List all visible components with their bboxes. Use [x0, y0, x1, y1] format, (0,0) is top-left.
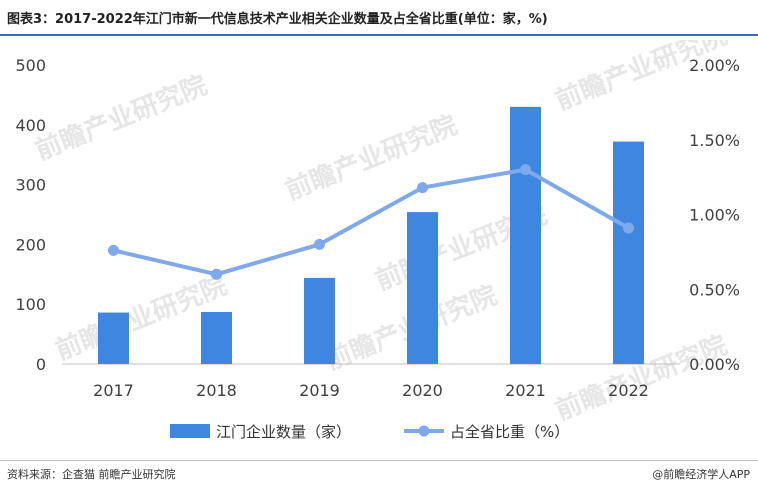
- line-point: [417, 182, 428, 194]
- watermark-text: 前瞻产业研究院: [551, 40, 731, 116]
- left-axis-tick-label: 400: [15, 116, 46, 135]
- x-axis: 2017 2018 2019 2020 2021 2022: [93, 381, 649, 400]
- legend-bar-swatch: [170, 424, 210, 438]
- watermark-text: 前瞻产业研究院: [31, 70, 211, 167]
- x-axis-tick-label: 2021: [505, 381, 546, 400]
- right-axis-tick-label: 2.00%: [689, 56, 740, 75]
- chart-title: 图表3：2017-2022年江门市新一代信息技术产业相关企业数量及占全省比重(单…: [7, 12, 548, 27]
- bar: [407, 212, 438, 364]
- line-point: [520, 164, 531, 176]
- line-series: [108, 164, 634, 280]
- left-axis-tick-label: 200: [15, 235, 46, 254]
- legend: 江门企业数量（家） 占全省比重（%）: [170, 423, 569, 441]
- legend-bar-label: 江门企业数量（家）: [216, 423, 351, 441]
- bar: [304, 277, 335, 364]
- left-axis-tick-label: 100: [15, 295, 46, 314]
- bar: [98, 312, 129, 364]
- bar: [201, 311, 232, 364]
- bar-series: [98, 106, 644, 365]
- title-divider: [0, 34, 758, 36]
- right-axis-tick-label: 1.00%: [689, 206, 740, 225]
- x-axis-tick-label: 2017: [93, 381, 134, 400]
- bar: [510, 106, 541, 365]
- source-note: 资料来源：企查猫 前瞻产业研究院: [7, 468, 176, 481]
- x-axis-tick-label: 2018: [196, 381, 237, 400]
- line-point: [108, 244, 119, 256]
- line-point: [211, 268, 222, 280]
- line-point: [623, 222, 634, 234]
- legend-line-marker: [418, 425, 430, 437]
- watermark-text: 前瞻产业研究院: [281, 110, 461, 207]
- combo-chart: 前瞻产业研究院 前瞻产业研究院前瞻产业研究院前瞻产业研究院前瞻产业研究院前瞻产业研…: [15, 40, 740, 441]
- right-axis-tick-label: 0.50%: [689, 280, 740, 299]
- legend-line-label: 占全省比重（%）: [450, 423, 569, 441]
- right-axis: 0.00% 0.50% 1.00% 1.50% 2.00%: [689, 56, 740, 374]
- line-point: [314, 238, 325, 250]
- x-axis-tick-label: 2020: [402, 381, 443, 400]
- series-line: [111, 167, 631, 277]
- credit-note: @前瞻经济学人APP: [652, 468, 750, 481]
- footer-divider: [0, 460, 758, 461]
- bar: [613, 141, 644, 364]
- right-axis-tick-label: 1.50%: [689, 131, 740, 150]
- left-axis-tick-label: 500: [15, 56, 46, 75]
- x-axis-tick-label: 2022: [608, 381, 649, 400]
- right-axis-tick-label: 0.00%: [689, 355, 740, 374]
- x-axis-tick-label: 2019: [299, 381, 340, 400]
- left-axis: 0 100 200 300 400 500: [15, 56, 46, 374]
- left-axis-tick-label: 300: [15, 176, 46, 195]
- left-axis-tick-label: 0: [36, 355, 46, 374]
